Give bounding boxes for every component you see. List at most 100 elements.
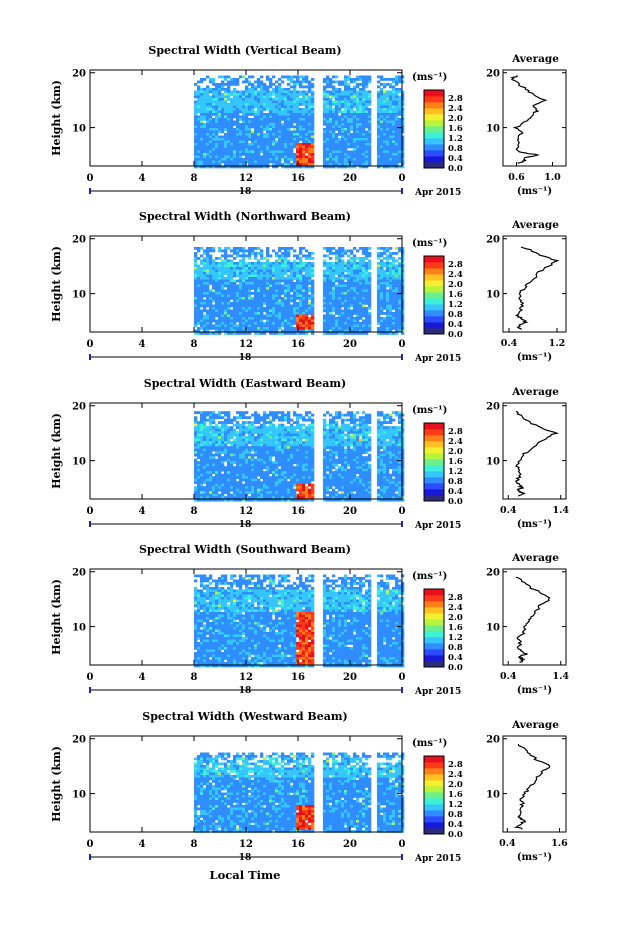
heatmap-cell bbox=[215, 120, 219, 124]
heatmap-cell bbox=[284, 302, 288, 305]
heatmap-cell bbox=[386, 83, 390, 86]
heatmap-cell bbox=[287, 294, 291, 298]
heatmap-cell bbox=[326, 312, 330, 315]
heatmap-cell bbox=[302, 100, 306, 104]
heatmap-cell bbox=[359, 160, 363, 164]
heatmap-cell bbox=[347, 123, 351, 126]
heatmap-cell bbox=[236, 118, 240, 121]
heatmap-cell bbox=[362, 247, 366, 250]
heatmap-cell bbox=[275, 312, 279, 315]
heatmap-cell bbox=[296, 304, 300, 308]
heatmap-cell bbox=[350, 269, 354, 273]
heatmap-cell bbox=[275, 128, 279, 131]
heatmap-cell bbox=[323, 299, 327, 303]
heatmap-cell bbox=[194, 254, 198, 258]
heatmap-cell bbox=[389, 264, 393, 268]
heatmap-cell bbox=[272, 138, 276, 141]
heatmap-cell bbox=[263, 118, 267, 121]
heatmap-cell bbox=[281, 289, 285, 293]
heatmap-cell bbox=[338, 254, 342, 258]
heatmap-cell bbox=[380, 100, 384, 104]
heatmap-cell bbox=[263, 83, 267, 86]
heatmap-cell bbox=[242, 93, 246, 96]
heatmap-cell bbox=[311, 262, 315, 265]
heatmap-cell bbox=[197, 160, 201, 164]
heatmap-cell bbox=[233, 165, 237, 169]
heatmap-cell bbox=[347, 282, 351, 285]
heatmap-cell bbox=[323, 158, 327, 161]
heatmap-cell bbox=[284, 133, 288, 136]
heatmap-cell bbox=[203, 269, 207, 273]
heatmap-cell bbox=[299, 143, 303, 146]
heatmap-cell bbox=[194, 473, 198, 477]
heatmap-cell bbox=[206, 287, 210, 290]
heatmap-cell bbox=[323, 284, 327, 288]
heatmap-cell bbox=[389, 138, 393, 141]
heatmap-cell bbox=[245, 118, 249, 121]
heatmap-cell bbox=[353, 95, 357, 99]
heatmap-cell bbox=[365, 118, 369, 121]
heatmap-cell bbox=[362, 160, 366, 164]
heatmap-cell bbox=[215, 153, 219, 156]
heatmap-cell bbox=[377, 125, 381, 129]
heatmap-cell bbox=[335, 332, 339, 335]
heatmap-cell bbox=[326, 138, 330, 141]
heatmap-cell bbox=[302, 319, 306, 323]
heatmap-cell bbox=[353, 262, 357, 265]
heatmap-cell bbox=[359, 297, 363, 300]
heatmap-cell bbox=[209, 143, 213, 146]
heatmap-cell bbox=[260, 314, 264, 318]
heatmap-cell bbox=[254, 309, 258, 313]
heatmap-cell bbox=[368, 133, 372, 136]
heatmap-cell bbox=[251, 322, 255, 325]
heatmap-cell bbox=[251, 158, 255, 161]
heatmap-cell bbox=[296, 267, 300, 270]
heatmap-cell bbox=[281, 125, 285, 129]
heatmap-cell bbox=[296, 148, 300, 151]
heatmap-cell bbox=[245, 90, 249, 94]
heatmap-cell bbox=[326, 115, 330, 119]
heatmap-cell bbox=[335, 257, 339, 260]
heatmap-cell bbox=[245, 148, 249, 151]
heatmap-cell bbox=[296, 83, 300, 86]
heatmap-cell bbox=[245, 468, 249, 472]
heatmap-cell bbox=[233, 140, 237, 144]
heatmap-cell bbox=[302, 130, 306, 134]
heatmap-cell bbox=[257, 324, 261, 328]
heatmap-cell bbox=[386, 140, 390, 144]
heatmap-cell bbox=[350, 163, 354, 166]
heatmap-cell bbox=[212, 113, 216, 116]
heatmap-cell bbox=[209, 272, 213, 275]
heatmap-cell bbox=[257, 292, 261, 295]
heatmap-cell bbox=[194, 488, 198, 492]
heatmap-cell bbox=[242, 90, 246, 94]
heatmap-cell bbox=[353, 332, 357, 335]
heatmap-cell bbox=[344, 115, 348, 119]
heatmap-cell bbox=[218, 272, 222, 275]
heatmap-cell bbox=[275, 120, 279, 124]
heatmap-cell bbox=[299, 110, 303, 114]
heatmap-cell bbox=[227, 441, 231, 444]
heatmap-cell bbox=[272, 302, 276, 305]
heatmap-cell bbox=[356, 108, 360, 111]
heatmap-cell bbox=[275, 314, 279, 318]
heatmap-cell bbox=[272, 90, 276, 94]
heatmap-cell bbox=[347, 267, 351, 270]
heatmap-cell bbox=[221, 416, 225, 419]
heatmap-cell bbox=[194, 160, 198, 164]
heatmap-cell bbox=[203, 448, 207, 452]
heatmap-cell bbox=[380, 98, 384, 101]
heatmap-cell bbox=[338, 294, 342, 298]
heatmap-cell bbox=[293, 165, 297, 169]
heatmap-cell bbox=[311, 143, 315, 146]
heatmap-cell bbox=[359, 140, 363, 144]
heatmap-cell bbox=[263, 317, 267, 320]
heatmap-cell bbox=[326, 292, 330, 295]
heatmap-cell bbox=[248, 471, 252, 474]
heatmap-cell bbox=[221, 428, 225, 432]
heatmap-cell bbox=[329, 312, 333, 315]
heatmap-cell bbox=[329, 145, 333, 149]
heatmap-cell bbox=[338, 289, 342, 293]
heatmap-cell bbox=[215, 113, 219, 116]
heatmap-cell bbox=[311, 85, 315, 89]
